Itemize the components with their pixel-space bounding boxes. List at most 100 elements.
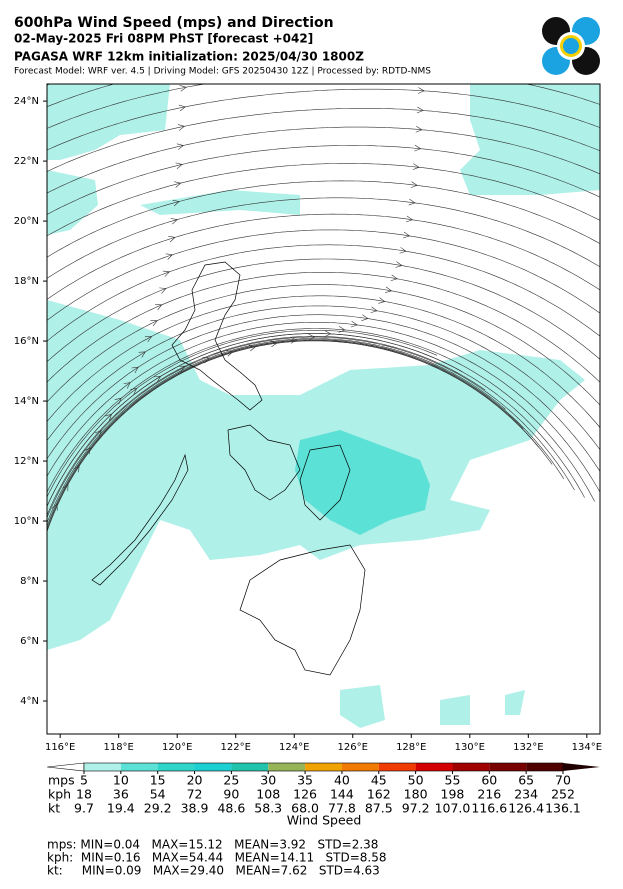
stream-arrow xyxy=(178,104,186,112)
colorbar-label: 15 xyxy=(150,773,166,788)
colorbar-label: 36 xyxy=(113,787,129,802)
logo xyxy=(542,17,600,75)
x-tick-label: 116°E xyxy=(45,742,75,753)
stream-arrow xyxy=(406,215,414,223)
colorbar-label: 144 xyxy=(330,787,354,802)
stream-arrow xyxy=(410,181,418,188)
colorbar-label: 108 xyxy=(256,787,280,802)
colorbar-segment xyxy=(378,763,416,771)
stream-arrow xyxy=(175,162,183,169)
streamline xyxy=(47,180,600,258)
colorbar-label: 107.0 xyxy=(435,801,471,816)
stream-arrow xyxy=(308,333,316,341)
colorbar-segment xyxy=(415,763,453,771)
colorbar-unit: kph xyxy=(48,787,71,802)
streamline xyxy=(47,258,600,363)
x-tick-label: 122°E xyxy=(221,742,251,753)
stream-arrow xyxy=(177,124,186,131)
colorbar-label: 97.2 xyxy=(402,801,430,816)
colorbar-unit: kt xyxy=(48,801,60,816)
colorbar-label: 48.6 xyxy=(217,801,245,816)
coastlines xyxy=(91,261,366,676)
streamline xyxy=(47,330,438,498)
streamline xyxy=(47,338,506,524)
streamline xyxy=(47,322,600,493)
stat-line: mps: MIN=0.04 MAX=15.12 MEAN=3.92 STD=2.… xyxy=(47,838,378,852)
stream-arrow xyxy=(412,163,420,170)
streamline xyxy=(47,84,600,129)
colorbar-label: 50 xyxy=(408,773,424,788)
stream-arrow xyxy=(176,143,184,150)
stream-arrow xyxy=(94,430,102,438)
streamline xyxy=(47,145,600,215)
colorbar-label: 19.4 xyxy=(107,801,135,816)
y-tick-label: 4°N xyxy=(20,696,39,707)
streamline xyxy=(47,328,595,502)
colorbar-label: 116.6 xyxy=(471,801,507,816)
streamline xyxy=(47,244,600,342)
colorbar-label: 68.0 xyxy=(291,801,319,816)
stream-arrow xyxy=(153,375,162,383)
stream-arrow xyxy=(14,590,20,596)
streamline xyxy=(47,197,600,279)
model-info: Forecast Model: WRF ver. 4.5 | Driving M… xyxy=(14,67,431,77)
y-tick-label: 18°N xyxy=(14,276,39,287)
colorbar-segment xyxy=(84,763,121,771)
streamline xyxy=(47,163,600,237)
colorbar-segment xyxy=(120,763,158,771)
colorbar-segment xyxy=(452,763,490,771)
colorbar-segment xyxy=(268,763,306,771)
stream-arrow xyxy=(170,218,178,225)
stream-arrow xyxy=(174,181,182,188)
colorbar-label: 54 xyxy=(150,787,166,802)
colorbar-label: 9.7 xyxy=(74,801,94,816)
streamline xyxy=(47,213,600,300)
y-tick-label: 16°N xyxy=(14,336,39,347)
stream-arrow xyxy=(84,447,91,455)
stream-arrow xyxy=(408,198,416,206)
streamline xyxy=(47,333,463,508)
colorbar-segment xyxy=(341,763,379,771)
x-tick-label: 126°E xyxy=(338,742,368,753)
stream-arrow xyxy=(165,253,174,260)
stream-arrow xyxy=(370,306,378,314)
streamline xyxy=(47,284,600,406)
stream-arrow xyxy=(178,365,186,372)
colorbar-label: 126.4 xyxy=(508,801,544,816)
colorbar-under xyxy=(47,762,85,772)
stream-arrow xyxy=(179,85,187,92)
stream-arrow xyxy=(248,344,257,352)
stream-arrow xyxy=(226,350,234,357)
colorbar-unit: mps xyxy=(48,773,75,788)
stream-arrow xyxy=(150,320,158,327)
colorbar-segment xyxy=(489,763,527,771)
y-tick-label: 6°N xyxy=(20,636,39,647)
stream-arrow xyxy=(123,382,131,389)
y-tick-label: 20°N xyxy=(14,216,39,227)
stream-arrow xyxy=(131,366,139,374)
colorbar-segment xyxy=(194,763,232,771)
streamline xyxy=(47,229,600,321)
x-tick-label: 124°E xyxy=(279,742,309,753)
stream-arrow xyxy=(415,126,423,133)
stream-arrow xyxy=(62,483,69,492)
stream-arrow xyxy=(399,247,407,254)
streamline xyxy=(47,126,600,194)
streamline xyxy=(47,336,486,516)
stat-line: kph: MIN=0.16 MAX=54.44 MEAN=14.11 STD=8… xyxy=(47,851,387,865)
colorbar-segment xyxy=(231,763,269,771)
colorbar-label: 72 xyxy=(187,787,203,802)
colorbar-label: 162 xyxy=(367,787,391,802)
initialization: PAGASA WRF 12km initialization: 2025/04/… xyxy=(14,50,364,64)
x-tick-label: 134°E xyxy=(572,742,602,753)
colorbar-over xyxy=(563,763,600,771)
colorbar-title: Wind Speed xyxy=(287,813,362,828)
streamline xyxy=(47,88,600,151)
x-tick-label: 128°E xyxy=(396,742,426,753)
streamline xyxy=(47,339,524,530)
colorbar-label: 58.3 xyxy=(254,801,282,816)
y-tick-label: 24°N xyxy=(14,96,39,107)
colorbar-label: 45 xyxy=(371,773,387,788)
stream-arrow xyxy=(417,87,425,94)
x-tick-label: 118°E xyxy=(103,742,133,753)
